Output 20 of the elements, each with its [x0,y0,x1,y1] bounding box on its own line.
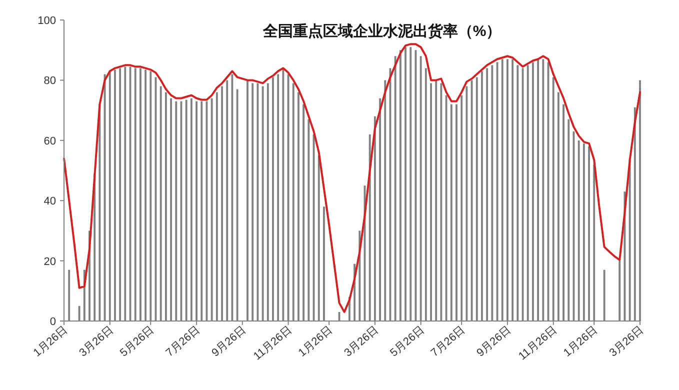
y-tick-label: 100 [38,15,56,27]
y-tick-label: 80 [44,75,56,88]
x-tick-label: 1月26日 [296,324,335,360]
x-tick-label: 11月26日 [252,324,294,363]
x-tick-label: 9月26日 [210,324,248,360]
x-tick-label: 7月26日 [164,324,202,360]
y-tick-label: 60 [44,135,56,148]
chart-title: 全国重点区域企业水泥出货率（%） [262,22,502,40]
x-tick-label: 5月26日 [118,324,157,360]
x-tick-label: 3月26日 [342,324,381,360]
y-tick-label: 40 [44,196,56,208]
line-series [63,43,641,313]
x-tick-label: 3月26日 [77,324,116,360]
x-tick-label: 5月26日 [388,324,427,360]
x-tick-label: 1月26日 [561,324,600,360]
x-tick-label: 7月26日 [428,324,468,360]
x-tick-label: 9月26日 [474,324,514,360]
x-tick-label: 11月26日 [516,324,560,363]
x-tick-label: 3月26日 [607,324,646,360]
y-tick-label: 20 [44,256,56,268]
